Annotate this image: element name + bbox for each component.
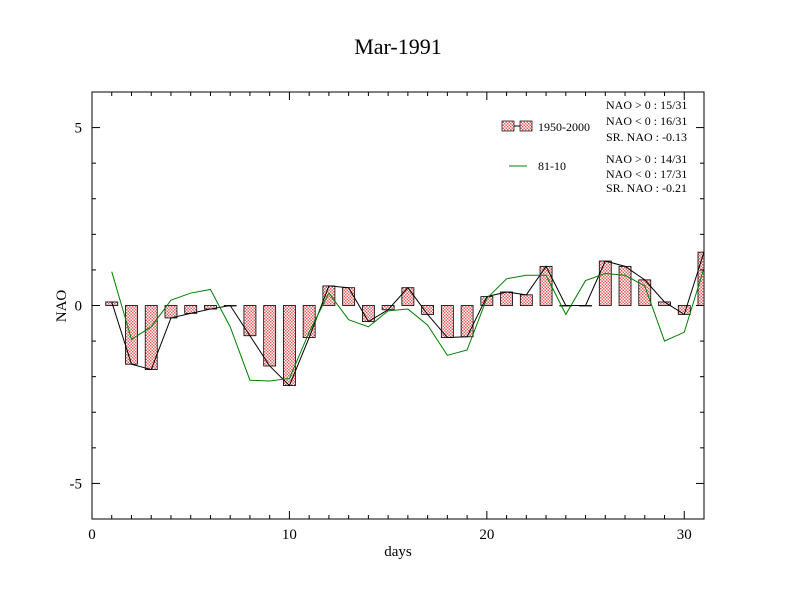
x-axis-label: days: [384, 544, 412, 560]
bar-day-13: [342, 287, 356, 306]
bar-day-17: [421, 305, 435, 315]
bar-day-26: [598, 260, 612, 306]
series-line-81-10: [111, 267, 705, 382]
legend-label-1950-2000: 1950-2000: [538, 120, 590, 134]
legend-stat-1-1: NAO > 0 : 15/31: [606, 98, 687, 112]
y-tick-label: 5: [75, 121, 83, 137]
y-tick-label: -5: [70, 476, 83, 492]
bar-day-27: [618, 265, 632, 306]
x-tick-label: 30: [677, 527, 692, 543]
y-axis-ticks: -5 0 5: [70, 91, 704, 520]
legend-stat-1-3: SR. NAO : -0.13: [606, 130, 687, 144]
legend-stat-1-2: NAO < 0 : 16/31: [606, 114, 687, 128]
legend-label-81-10: 81-10: [538, 159, 566, 173]
legend-stat-2-3: SR. NAO : -0.21: [606, 181, 687, 195]
legend-swatch-1950-2000-b: [519, 120, 533, 132]
y-tick-label: 0: [75, 299, 83, 315]
chart-title: Mar-1991: [354, 34, 442, 59]
series-line-1950-2000: [111, 251, 705, 387]
x-tick-label: 20: [479, 527, 494, 543]
bar-day-9: [263, 305, 277, 367]
legend-stat-2-2: NAO < 0 : 17/31: [606, 167, 687, 181]
bar-day-2: [125, 305, 138, 365]
y-axis-label: NAO: [54, 290, 70, 323]
bar-day-8: [243, 305, 257, 337]
x-axis-ticks: 0 10 20 30: [88, 92, 705, 543]
bar-day-22: [519, 294, 533, 306]
x-tick-label: 10: [282, 527, 297, 543]
legend: 1950-2000 NAO > 0 : 15/31 NAO < 0 : 16/3…: [501, 98, 687, 195]
plot-area: 0 10 20 30 -5 0 5: [70, 91, 705, 543]
bar-day-21: [500, 291, 513, 306]
bar-day-16: [401, 287, 415, 306]
x-tick-label: 0: [88, 527, 96, 543]
bars-1950-2000: [105, 251, 705, 386]
legend-stat-2-1: NAO > 0 : 14/31: [606, 152, 687, 166]
legend-swatch-1950-2000: [501, 120, 515, 132]
series-lines: [111, 251, 705, 387]
bar-day-10: [283, 305, 296, 386]
bar-day-19: [460, 305, 474, 338]
bar-day-4: [164, 305, 178, 319]
